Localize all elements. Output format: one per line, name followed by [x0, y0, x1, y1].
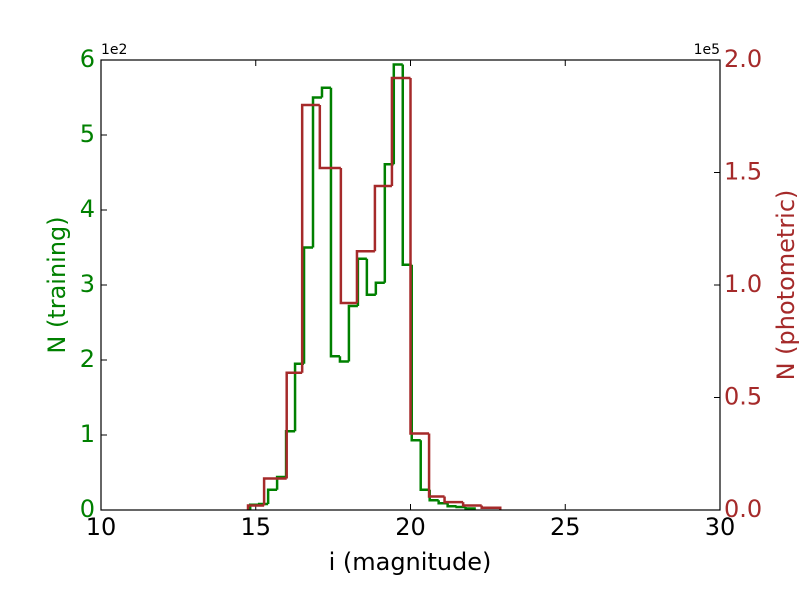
histogram-step — [339, 168, 357, 305]
histogram-step — [355, 250, 375, 303]
histogram-step — [320, 86, 331, 98]
histogram-step — [409, 78, 430, 435]
histogram-step — [311, 96, 322, 248]
histogram-step — [365, 258, 376, 296]
histogram-step — [446, 503, 457, 508]
histogram-step — [373, 184, 392, 252]
histogram-step — [246, 504, 265, 510]
y2-tick-label: 2.0 — [724, 45, 762, 73]
y-tick-label: 5 — [80, 120, 95, 148]
histogram-step — [302, 246, 314, 364]
y-tick-label: 0 — [80, 495, 95, 523]
y-axis-label: N (training) — [43, 216, 71, 353]
histogram-step — [427, 433, 445, 498]
histogram-step — [318, 105, 341, 170]
plot-frame — [100, 59, 721, 511]
histogram-step — [443, 496, 464, 504]
histogram-step — [285, 371, 303, 479]
y2-tick-label: 0.0 — [724, 495, 762, 523]
histogram-step — [266, 488, 278, 504]
y-tick-label: 6 — [80, 45, 95, 73]
y-tick-label: 3 — [80, 270, 95, 298]
y-tick-label: 2 — [80, 345, 95, 373]
histogram-step — [392, 63, 403, 165]
y2-offset-label: 1e5 — [694, 42, 720, 58]
histogram-step — [374, 281, 385, 295]
x-tick-label: 30 — [705, 513, 736, 541]
histogram-step — [262, 477, 287, 506]
histogram-step — [419, 440, 430, 491]
histogram-step — [390, 76, 411, 186]
histogram-step — [461, 502, 482, 507]
x-tick-label: 15 — [240, 513, 271, 541]
histogram-step — [347, 304, 358, 362]
x-tick-label: 25 — [550, 513, 581, 541]
histogram-step — [275, 475, 287, 490]
y-offset-label: 1e2 — [101, 42, 127, 58]
histogram-step — [401, 64, 412, 266]
y2-tick-label: 1.5 — [724, 158, 762, 186]
x-tick-label: 10 — [86, 513, 117, 541]
x-axis-label: i (magnitude) — [329, 548, 492, 576]
histogram-step — [329, 87, 340, 358]
histogram-step — [338, 356, 349, 363]
histogram-step — [300, 103, 320, 373]
y-tick-label: 4 — [80, 195, 95, 223]
y2-tick-label: 1.0 — [724, 270, 762, 298]
histogram-step — [455, 505, 466, 509]
x-tick-label: 20 — [395, 513, 426, 541]
histogram-step — [464, 507, 476, 510]
histogram-step — [480, 505, 502, 510]
y2-tick-label: 0.5 — [724, 383, 762, 411]
y2-axis-label: N (photometric) — [772, 190, 800, 381]
y-tick-label: 1 — [80, 420, 95, 448]
